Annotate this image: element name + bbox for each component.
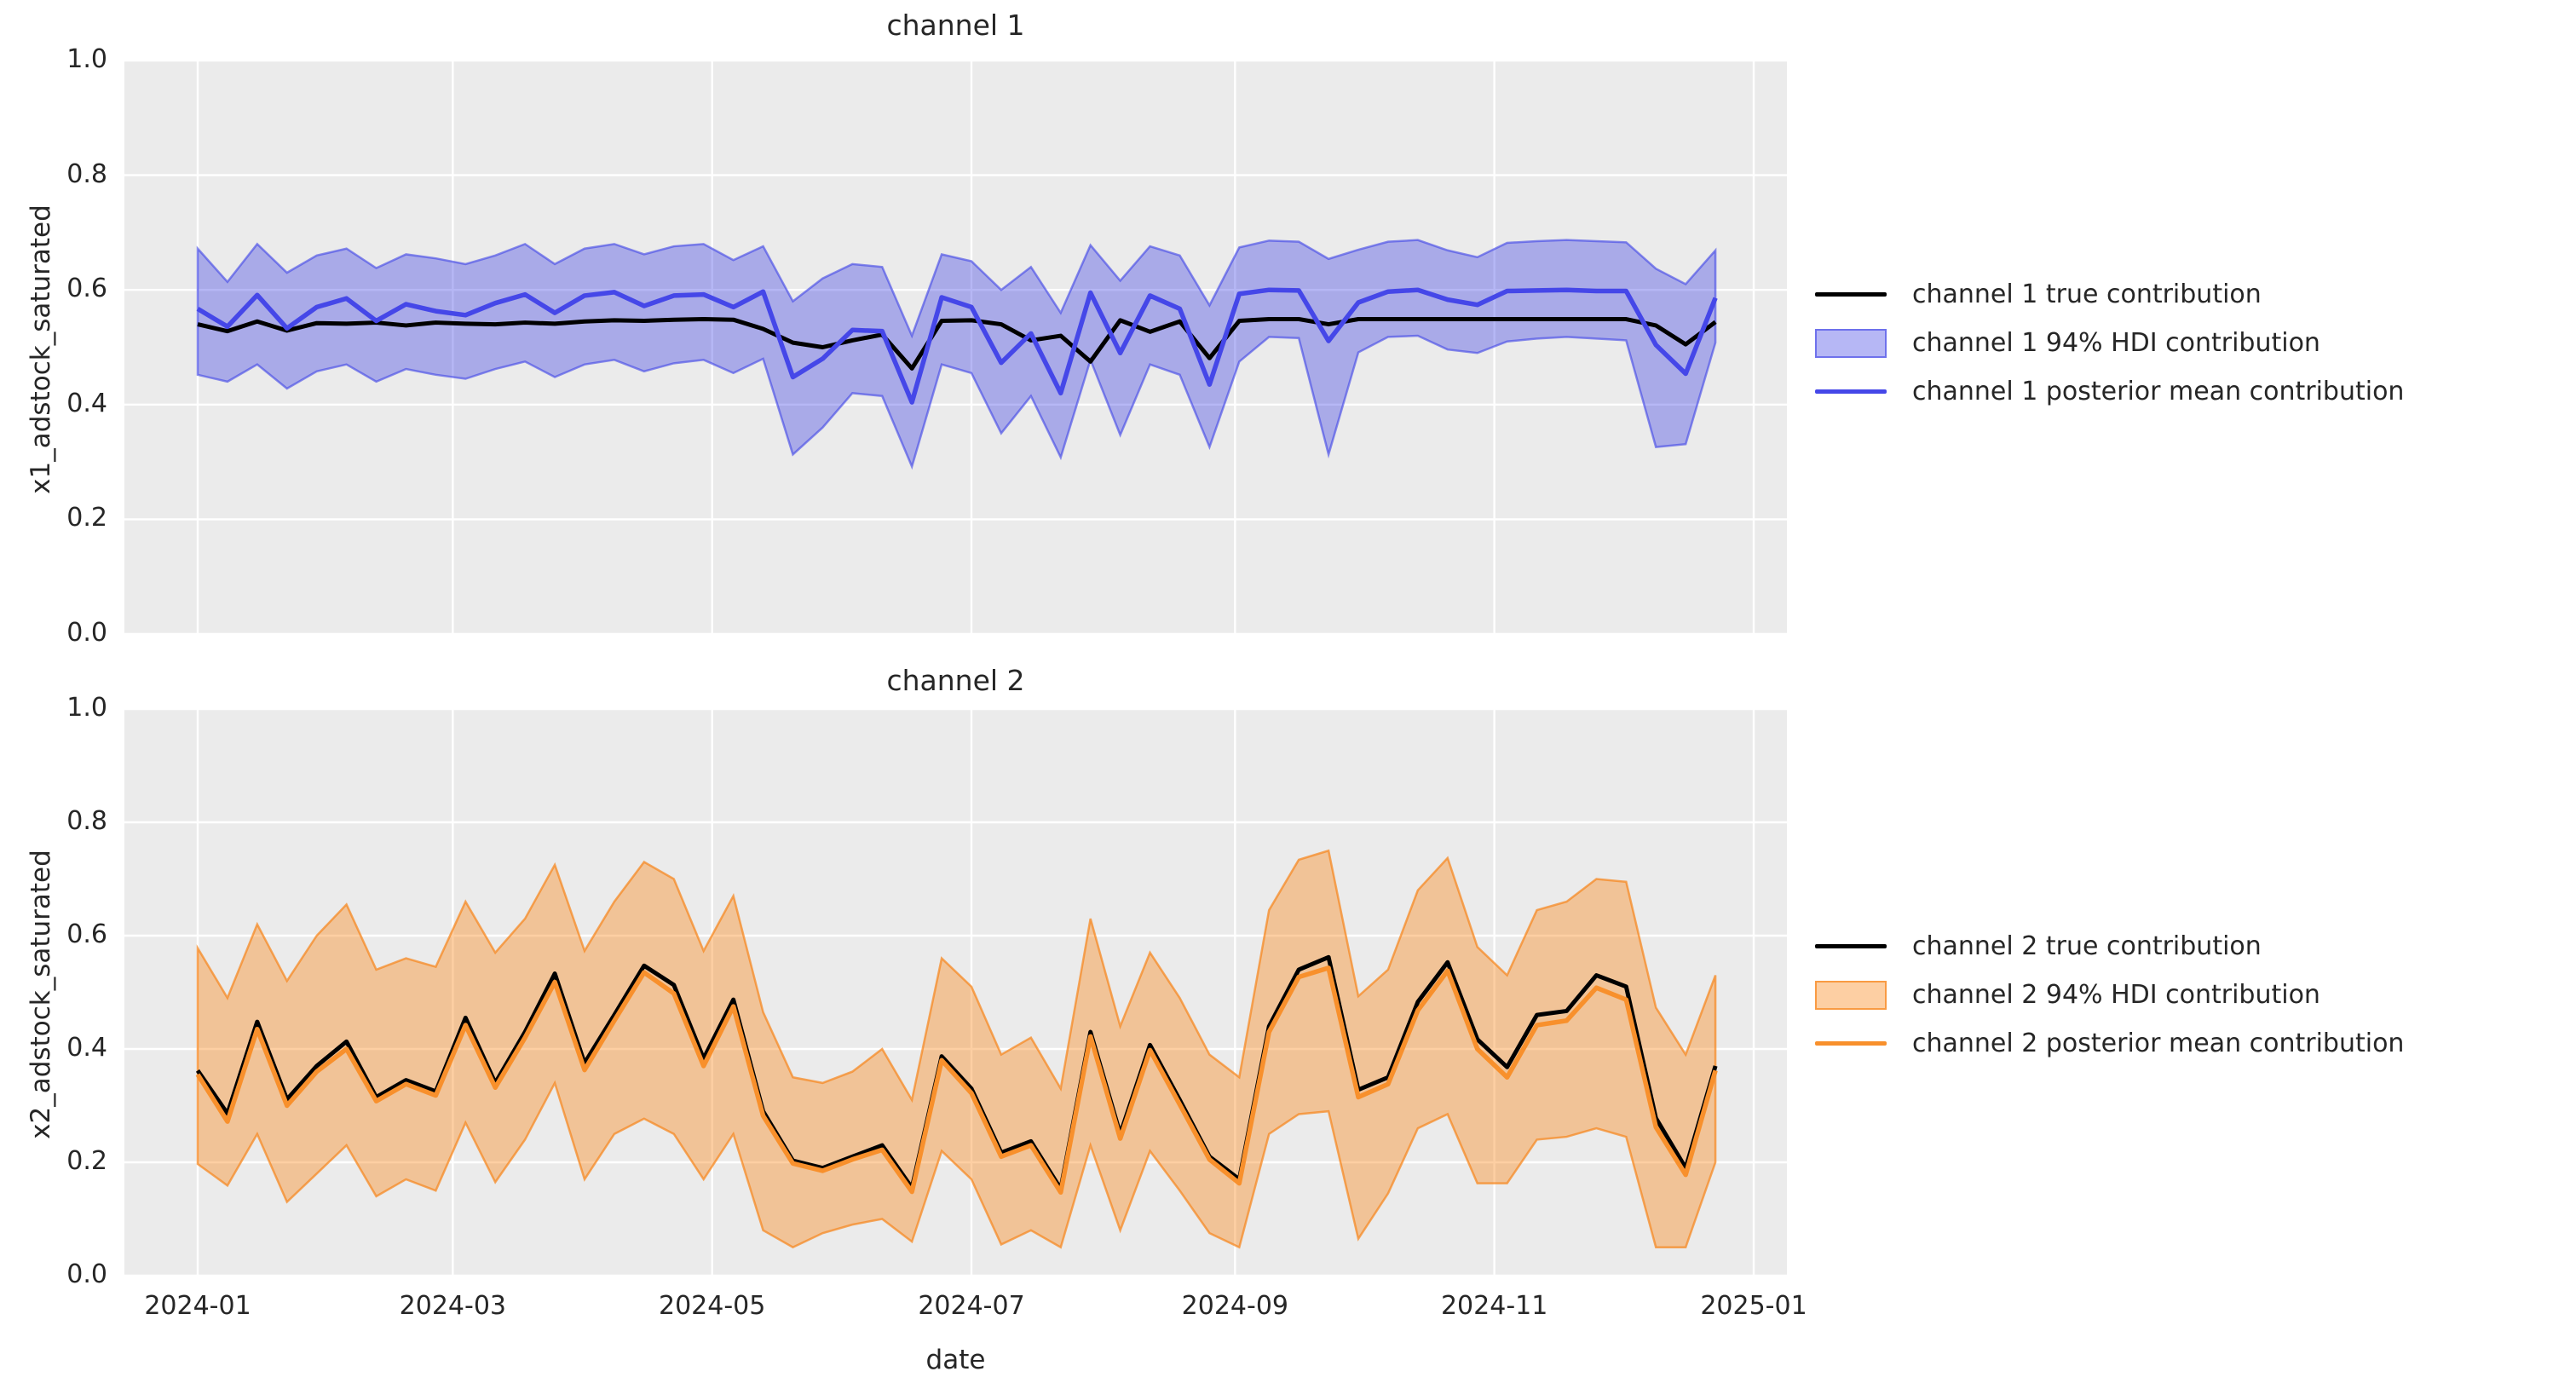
legend-row-hdi: channel 2 94% HDI contribution — [1815, 971, 2404, 1019]
legend-row-hdi: channel 1 94% HDI contribution — [1815, 319, 2404, 367]
y-tick-label: 0.6 — [66, 919, 107, 949]
y-tick-label: 1.0 — [66, 44, 107, 74]
posterior-mean-line — [196, 287, 1718, 405]
x-tick-label: 2024-09 — [1181, 1291, 1288, 1321]
hdi-band — [196, 849, 1717, 1249]
channel-1-legend: channel 1 true contribution channel 1 94… — [1815, 270, 2404, 416]
y-tick-label: 0.4 — [66, 1033, 107, 1063]
true-line-swatch-icon — [1815, 292, 1887, 297]
posterior-mean-line — [195, 965, 1718, 1195]
channel-2-y-axis-label: x2_adstock_saturated — [26, 850, 56, 1139]
channel-1-plot-area — [124, 61, 1787, 634]
y-tick-label: 0.2 — [66, 1146, 107, 1176]
channel-2-legend: channel 2 true contribution channel 2 94… — [1815, 922, 2404, 1068]
x-tick-label: 2024-01 — [144, 1291, 251, 1321]
legend-row-true: channel 1 true contribution — [1815, 270, 2404, 319]
plot-canvas — [124, 61, 1787, 634]
posterior-mean-line-swatch-icon — [1815, 1041, 1887, 1046]
legend-label: channel 1 94% HDI contribution — [1912, 328, 2320, 358]
x-tick-label: 2025-01 — [1700, 1291, 1807, 1321]
x-tick-label: 2024-03 — [399, 1291, 507, 1321]
hdi-band-swatch-icon — [1815, 980, 1887, 1010]
y-tick-label: 0.6 — [66, 274, 107, 304]
hdi-band-swatch-icon — [1815, 328, 1887, 358]
y-tick-label: 0.8 — [66, 806, 107, 836]
true-line — [197, 317, 1717, 371]
channel-2-plot-area — [124, 709, 1787, 1276]
channel-1-title: channel 1 — [886, 9, 1025, 42]
legend-label: channel 1 true contribution — [1912, 279, 2262, 309]
true-line-swatch-icon — [1815, 944, 1887, 948]
hdi-band — [196, 239, 1717, 470]
legend-label: channel 1 posterior mean contribution — [1912, 377, 2405, 406]
y-tick-label: 0.8 — [66, 158, 107, 189]
legend-row-true: channel 2 true contribution — [1815, 922, 2404, 971]
legend-label: channel 2 true contribution — [1912, 931, 2262, 961]
x-tick-label: 2024-11 — [1440, 1291, 1548, 1321]
legend-label: channel 2 posterior mean contribution — [1912, 1029, 2405, 1058]
y-tick-label: 0.0 — [66, 1259, 107, 1289]
posterior-mean-line-swatch-icon — [1815, 389, 1887, 394]
legend-row-mean: channel 2 posterior mean contribution — [1815, 1019, 2404, 1068]
legend-label: channel 2 94% HDI contribution — [1912, 980, 2320, 1010]
plot-canvas — [124, 709, 1787, 1276]
legend-row-mean: channel 1 posterior mean contribution — [1815, 367, 2404, 416]
x-tick-label: 2024-05 — [658, 1291, 766, 1321]
x-tick-label: 2024-07 — [918, 1291, 1025, 1321]
channel-1-y-axis-label: x1_adstock_saturated — [26, 205, 56, 494]
x-axis-label: date — [925, 1345, 986, 1375]
y-tick-label: 0.0 — [66, 618, 107, 648]
channel-2-title: channel 2 — [886, 664, 1025, 697]
y-tick-label: 1.0 — [66, 693, 107, 723]
y-tick-label: 0.4 — [66, 388, 107, 418]
y-tick-label: 0.2 — [66, 503, 107, 533]
